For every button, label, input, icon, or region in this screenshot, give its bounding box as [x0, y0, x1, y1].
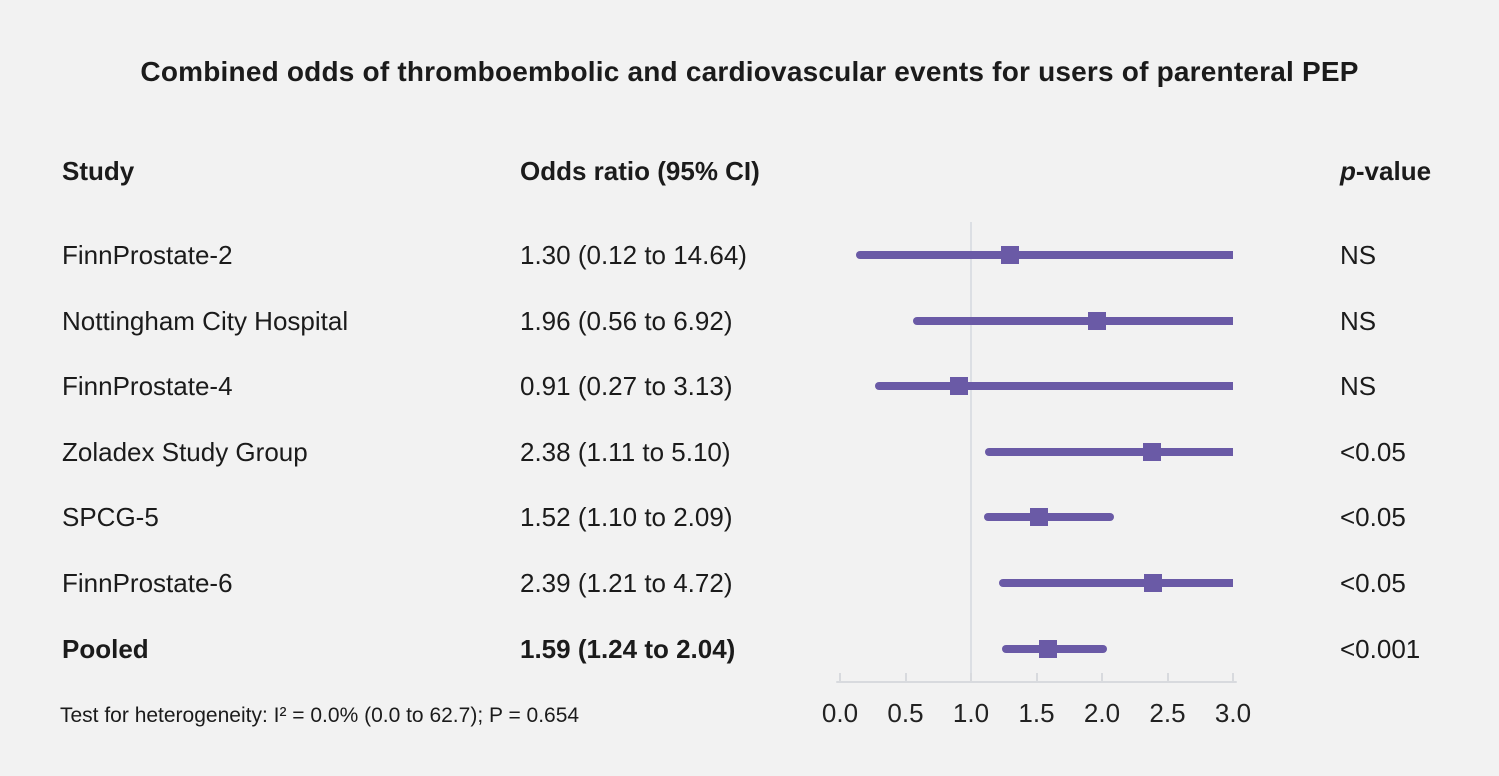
pooled-odds-ratio-marker	[1039, 640, 1058, 658]
x-axis-tick	[1035, 673, 1038, 681]
x-axis-tick-label: 0.5	[887, 698, 924, 728]
column-header-odds-ratio: Odds ratio (95% CI)	[520, 156, 760, 186]
x-axis-line	[836, 681, 1237, 683]
column-header-p-value: p-value	[1340, 156, 1431, 187]
confidence-interval-line	[913, 317, 1233, 325]
odds-ratio-marker	[1142, 443, 1161, 461]
confidence-interval-line	[875, 382, 1233, 390]
p-value: <0.05	[1340, 502, 1406, 532]
study-name: Pooled	[62, 634, 149, 664]
x-axis-tick	[1101, 673, 1103, 681]
p-value: <0.001	[1340, 634, 1421, 664]
x-axis-tick-label: 2.5	[1149, 698, 1186, 728]
column-header-study: Study	[62, 156, 135, 186]
p-value: <0.05	[1340, 437, 1406, 467]
study-name: SPCG-5	[62, 502, 159, 532]
odds-ratio-value: 1.59 (1.24 to 2.04)	[520, 634, 736, 664]
p-value-suffix: -value	[1355, 156, 1432, 186]
odds-ratio-marker	[950, 377, 969, 395]
odds-ratio-value: 1.96 (0.56 to 6.92)	[520, 306, 733, 336]
study-name: Zoladex Study Group	[62, 437, 308, 467]
confidence-interval-line	[984, 513, 1114, 521]
x-axis-tick	[1232, 673, 1234, 681]
x-axis-tick	[839, 673, 841, 681]
odds-ratio-value: 2.39 (1.21 to 4.72)	[520, 568, 733, 598]
odds-ratio-value: 2.38 (1.11 to 5.10)	[520, 437, 731, 467]
study-name: Nottingham City Hospital	[62, 306, 349, 336]
x-axis-tick-label: 1.5	[1018, 698, 1055, 728]
x-axis-tick	[904, 673, 907, 681]
confidence-interval-line	[998, 579, 1233, 587]
study-name: FinnProstate-6	[62, 568, 233, 598]
odds-ratio-marker	[1144, 574, 1163, 592]
reference-line	[970, 222, 972, 681]
p-value-italic-p: p	[1340, 156, 1356, 186]
confidence-interval-line	[855, 251, 1233, 259]
study-name: FinnProstate-2	[62, 240, 233, 270]
odds-ratio-marker	[1030, 508, 1049, 526]
odds-ratio-value: 0.91 (0.27 to 3.13)	[520, 371, 733, 401]
odds-ratio-marker	[1087, 312, 1106, 330]
p-value: NS	[1340, 371, 1377, 401]
study-name: FinnProstate-4	[62, 371, 233, 401]
heterogeneity-footnote: Test for heterogeneity: I² = 0.0% (0.0 t…	[60, 704, 580, 727]
odds-ratio-value: 1.30 (0.12 to 14.64)	[520, 240, 747, 270]
x-axis-tick	[1166, 673, 1169, 681]
odds-ratio-value: 1.52 (1.10 to 2.09)	[520, 502, 733, 532]
p-value: <0.05	[1340, 568, 1406, 598]
odds-ratio-marker	[1001, 246, 1020, 264]
p-value: NS	[1340, 306, 1377, 336]
p-value: NS	[1340, 240, 1377, 270]
x-axis-tick-label: 3.0	[1214, 698, 1252, 728]
x-axis-tick-label: 1.0	[952, 698, 990, 728]
confidence-interval-line	[985, 448, 1233, 456]
x-axis-tick-label: 2.0	[1083, 698, 1121, 728]
chart-title: Combined odds of thromboembolic and card…	[140, 56, 1359, 87]
x-axis-tick-label: 0.0	[821, 698, 859, 728]
x-axis-tick	[970, 673, 972, 681]
